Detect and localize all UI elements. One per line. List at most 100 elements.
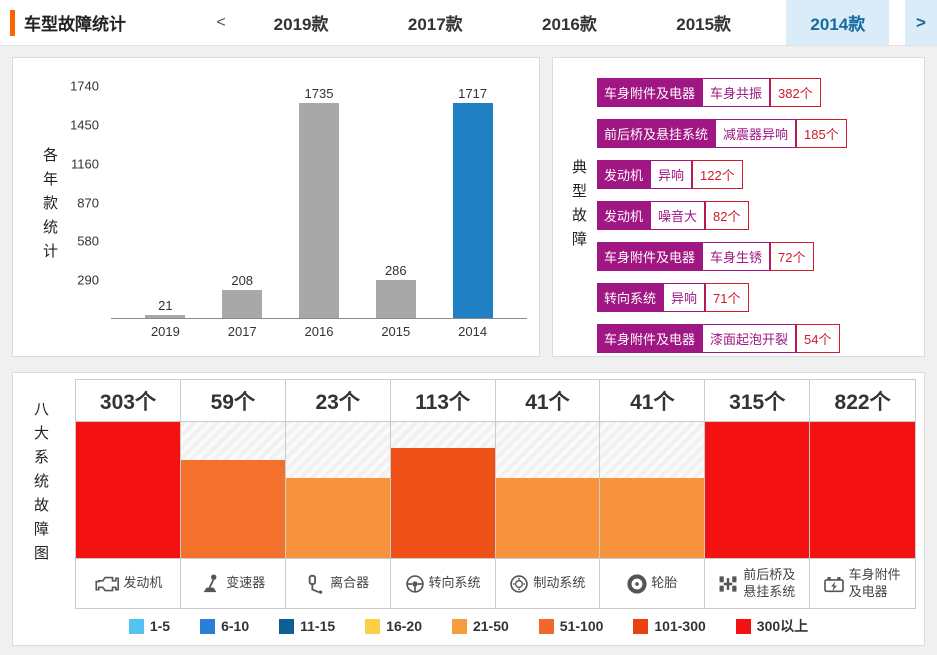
- fault-count: 185个: [796, 119, 847, 148]
- tab-2017[interactable]: 2017款: [407, 15, 463, 34]
- y-axis-tick: 1740: [70, 78, 99, 94]
- legend-item: 6-10: [200, 616, 249, 636]
- year-bar-column: 208: [204, 86, 281, 318]
- system-bar-cell: [495, 422, 601, 558]
- yearly-stats-panel: 各年款统计 290 580 870 1160 1450 1740 21 208 1735 …: [12, 57, 540, 357]
- typical-fault-row: 发动机 噪音大 82个: [597, 201, 749, 230]
- system-bar-engine: [76, 422, 180, 558]
- legend-item: 101-300: [633, 616, 706, 636]
- system-icon-cell: 离合器: [285, 558, 391, 608]
- next-arrow-icon[interactable]: >: [905, 0, 937, 45]
- fault-system-badge: 前后桥及悬挂系统: [597, 119, 716, 148]
- fault-description: 车身共振: [702, 78, 771, 107]
- fault-count: 72个: [770, 242, 814, 271]
- legend-label: 101-300: [654, 618, 706, 634]
- x-axis-label: 2016: [304, 324, 334, 339]
- system-fault-count: 23个: [285, 380, 391, 422]
- legend-label: 300以上: [756, 618, 809, 634]
- system-label: 制动系统: [533, 575, 586, 591]
- year-bar-column: 21: [127, 86, 204, 318]
- system-fault-count: 315个: [705, 380, 811, 422]
- system-bar-cell: [600, 422, 706, 558]
- y-axis-tick: 870: [77, 195, 99, 210]
- system-icon-cell: 发动机: [76, 558, 181, 608]
- fault-count: 382个: [770, 78, 821, 107]
- title-accent-bar: [10, 9, 15, 36]
- yearly-panel-side-label: 各年款统计: [41, 147, 58, 267]
- system-icon-cell: 制动系统: [495, 558, 601, 608]
- system-icon-cell: 前后桥及悬挂系统: [705, 558, 811, 608]
- system-bar-clutch: [285, 477, 390, 558]
- legend-swatch: [279, 618, 295, 634]
- header: 车型故障统计 < 2019款 2017款 2016款 2015款 2014款 >: [0, 0, 937, 46]
- year-bar-2017: [222, 290, 263, 318]
- system-label: 前后桥及悬挂系统: [743, 567, 796, 599]
- axle-icon: [717, 574, 739, 594]
- system-bar-cell: [705, 422, 811, 558]
- legend-label: 16-20: [386, 618, 422, 634]
- legend-item: 11-15: [279, 616, 335, 636]
- legend-item: 51-100: [538, 616, 604, 636]
- legend-label: 51-100: [559, 618, 604, 634]
- typical-fault-row: 车身附件及电器 车身共振 382个: [597, 78, 821, 107]
- tab-2019[interactable]: 2019款: [273, 15, 329, 34]
- typical-fault-row: 发动机 异响 122个: [597, 160, 743, 189]
- system-icon-cell: 轮胎: [600, 558, 706, 608]
- year-bar-2019: [145, 315, 186, 318]
- typical-fault-row: 前后桥及悬挂系统 减震器异响 185个: [597, 119, 847, 148]
- brake-icon: [509, 574, 529, 594]
- system-bar-body-electrical: [810, 422, 915, 558]
- tab-2015[interactable]: 2015款: [676, 15, 732, 34]
- system-bar-cell: [810, 422, 915, 558]
- fault-system-badge: 车身附件及电器: [597, 242, 703, 271]
- system-bar-cell: [285, 422, 391, 558]
- tab-2014[interactable]: 2014款: [786, 0, 890, 45]
- systems-panel-side-label: 八大系统故障图: [32, 401, 49, 569]
- system-icon-cell: 车身附件及电器: [810, 558, 915, 608]
- system-icon-cell: 转向系统: [390, 558, 496, 608]
- bar-value-label: 1717: [458, 86, 488, 101]
- system-fault-count: 41个: [600, 380, 706, 422]
- system-label: 发动机: [123, 575, 163, 591]
- legend-swatch: [128, 618, 144, 634]
- typical-faults-panel: 典型故障 车身附件及电器 车身共振 382个 前后桥及悬挂系统 减震器异响 18…: [552, 57, 925, 357]
- legend-label: 21-50: [472, 618, 509, 634]
- year-bars: 21 208 1735 286 1717: [111, 86, 527, 318]
- system-bar-cell: [180, 422, 286, 558]
- system-fault-count: 41个: [495, 380, 601, 422]
- tab-2016[interactable]: 2016款: [542, 15, 597, 34]
- legend-swatch: [538, 618, 554, 634]
- system-bar-tire: [600, 477, 705, 558]
- system-label: 转向系统: [428, 575, 481, 591]
- bar-value-label: 21: [158, 298, 173, 314]
- battery-icon: [823, 575, 845, 593]
- system-bar-cell: [76, 422, 181, 558]
- fault-count: 54个: [796, 324, 840, 353]
- gearshift-icon: [200, 573, 222, 594]
- system-label: 车身附件及电器: [848, 567, 901, 599]
- typical-fault-list: 车身附件及电器 车身共振 382个 前后桥及悬挂系统 减震器异响 185个 发动…: [597, 78, 847, 365]
- tire-icon: [627, 573, 647, 594]
- legend-swatch: [633, 618, 649, 634]
- typical-panel-side-label: 典型故障: [570, 159, 587, 255]
- bar-value-label: 286: [384, 262, 407, 278]
- system-fault-count: 113个: [390, 380, 496, 422]
- system-bar-brake: [495, 477, 600, 558]
- fault-system-badge: 发动机: [597, 160, 651, 189]
- legend-label: 1-5: [149, 618, 171, 634]
- legend-item: 21-50: [451, 616, 509, 636]
- system-bar-transmission: [180, 460, 285, 558]
- systems-bar-row: [76, 422, 915, 558]
- year-bar-column: 286: [357, 86, 434, 318]
- y-axis-tick: 1160: [71, 156, 99, 172]
- year-bar-column: 1717: [434, 86, 511, 318]
- fault-description: 异响: [650, 160, 693, 189]
- yearly-bar-chart: 21 208 1735 286 1717: [111, 86, 527, 319]
- fault-description: 异响: [663, 283, 706, 312]
- prev-arrow-icon[interactable]: <: [216, 13, 226, 31]
- system-fault-count: 822个: [810, 380, 915, 422]
- system-bar-steering: [390, 447, 495, 558]
- legend-swatch: [451, 618, 467, 634]
- year-bar-column: 1735: [281, 86, 358, 318]
